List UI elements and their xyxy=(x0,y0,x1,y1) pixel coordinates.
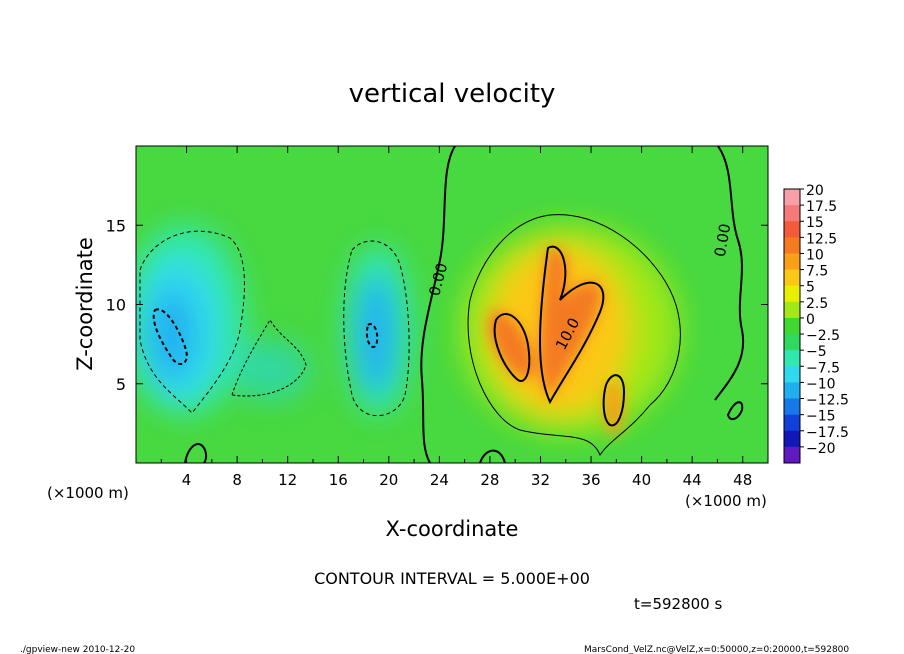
contour-dash-core-mid xyxy=(366,323,379,348)
contour-positive-outer xyxy=(467,214,681,457)
updraft-core-left xyxy=(488,311,536,379)
colorbar: 2017.51512.5107.552.50−2.5−5−7.5−10−12.5… xyxy=(783,183,849,464)
x-tick-label: 12 xyxy=(278,471,297,489)
downdraft-left-core xyxy=(150,290,194,380)
x-tick-label: 24 xyxy=(430,471,449,489)
colorbar-swatch xyxy=(784,366,800,383)
y-axis: 5 10 15 xyxy=(106,216,768,394)
colorbar-swatch xyxy=(784,414,800,432)
colorbar-label: −10 xyxy=(806,376,836,392)
colorbar-label: −5 xyxy=(806,344,827,360)
contour-ten-right xyxy=(602,374,626,427)
x-tick-label: 40 xyxy=(632,471,651,489)
contour-dash-core-left xyxy=(152,308,188,365)
colorbar-swatch xyxy=(784,189,800,206)
colorbar-swatch xyxy=(784,382,800,400)
updraft-cores xyxy=(488,248,624,436)
colorbar-label: 2.5 xyxy=(806,296,828,312)
footer-left: ./gpview-new 2010-12-20 xyxy=(20,645,135,654)
downdraft-mid-core xyxy=(356,275,396,395)
colorbar-label: 17.5 xyxy=(806,199,837,215)
colorbar-swatch xyxy=(784,430,800,448)
colorbar-label: −7.5 xyxy=(806,360,840,376)
colorbar-swatch xyxy=(784,446,800,464)
x-axis-label: X-coordinate xyxy=(386,517,519,541)
colorbar-frame xyxy=(783,188,801,464)
colorbar-label: 12.5 xyxy=(806,231,837,247)
x-tick-label: 8 xyxy=(232,471,242,489)
contour-negative-mid xyxy=(343,240,410,417)
colorbar-label: 10 xyxy=(806,247,824,263)
colorbar-swatch xyxy=(784,269,800,287)
contour-interval: CONTOUR INTERVAL = 5.000E+00 xyxy=(314,569,590,588)
contour-zero-left xyxy=(420,146,456,463)
y-tick-label: 10 xyxy=(106,296,126,315)
colorbar-label: 20 xyxy=(806,183,824,199)
colorbar-swatch xyxy=(784,398,800,416)
contour-ten-left xyxy=(493,313,531,382)
x-unit-right: (×1000 m) xyxy=(685,492,767,510)
y-tick-label: 15 xyxy=(106,216,126,235)
downdraft-small xyxy=(230,340,310,400)
contour-label: 0.00 xyxy=(711,222,735,258)
colorbar-swatch xyxy=(784,221,800,238)
x-tick-label: 36 xyxy=(581,471,600,489)
contour-negative-small xyxy=(231,319,307,397)
contours xyxy=(139,146,745,463)
x-tick-label: 20 xyxy=(379,471,398,489)
contour-zero-right xyxy=(714,146,745,401)
chart-title: vertical velocity xyxy=(349,79,556,109)
y-tick-label: 5 xyxy=(116,375,126,394)
x-axis: 4 8 12 16 20 24 28 32 36 40 44 48 xyxy=(160,146,752,489)
footer-right: MarsCond_VelZ.nc@VelZ,x=0:50000,z=0:2000… xyxy=(584,645,849,654)
downdraft-shading xyxy=(136,225,412,415)
colorbar-swatch xyxy=(784,301,800,319)
colorbar-label: 5 xyxy=(806,280,815,296)
y-axis-label: Z-coordinate xyxy=(73,237,97,371)
x-tick-label: 28 xyxy=(480,471,499,489)
x-tick-label: 44 xyxy=(683,471,702,489)
colorbar-swatch xyxy=(784,334,800,351)
colorbar-label: −20 xyxy=(806,441,836,457)
colorbar-label: 7.5 xyxy=(806,264,828,280)
contour-ten xyxy=(539,245,605,405)
x-unit-left: (×1000 m) xyxy=(47,484,129,502)
colorbar-swatch xyxy=(784,285,800,303)
updraft-core-right xyxy=(604,380,624,436)
x-tick-label: 4 xyxy=(182,471,192,489)
colorbar-label: 0 xyxy=(806,312,815,328)
x-tick-label: 16 xyxy=(329,471,348,489)
colorbar-swatch xyxy=(784,205,800,222)
x-tick-label: 32 xyxy=(531,471,550,489)
colorbar-label: −15 xyxy=(806,409,836,425)
time-label: t=592800 s xyxy=(634,595,722,613)
x-tick-label: 48 xyxy=(733,471,752,489)
colorbar-swatch xyxy=(784,350,800,367)
colorbar-label: 15 xyxy=(806,215,824,231)
colorbar-swatch xyxy=(784,317,800,335)
colorbar-swatch xyxy=(784,253,800,271)
contour-bottom-mid xyxy=(479,449,506,463)
contour-bottom-right xyxy=(726,401,744,421)
colorbar-label: −17.5 xyxy=(806,425,849,441)
contour-bottom-left xyxy=(184,443,208,463)
updraft-core-center xyxy=(540,248,602,400)
colorbar-label: −12.5 xyxy=(806,393,849,409)
colorbar-swatch xyxy=(784,237,800,254)
colorbar-label: −2.5 xyxy=(806,328,840,344)
